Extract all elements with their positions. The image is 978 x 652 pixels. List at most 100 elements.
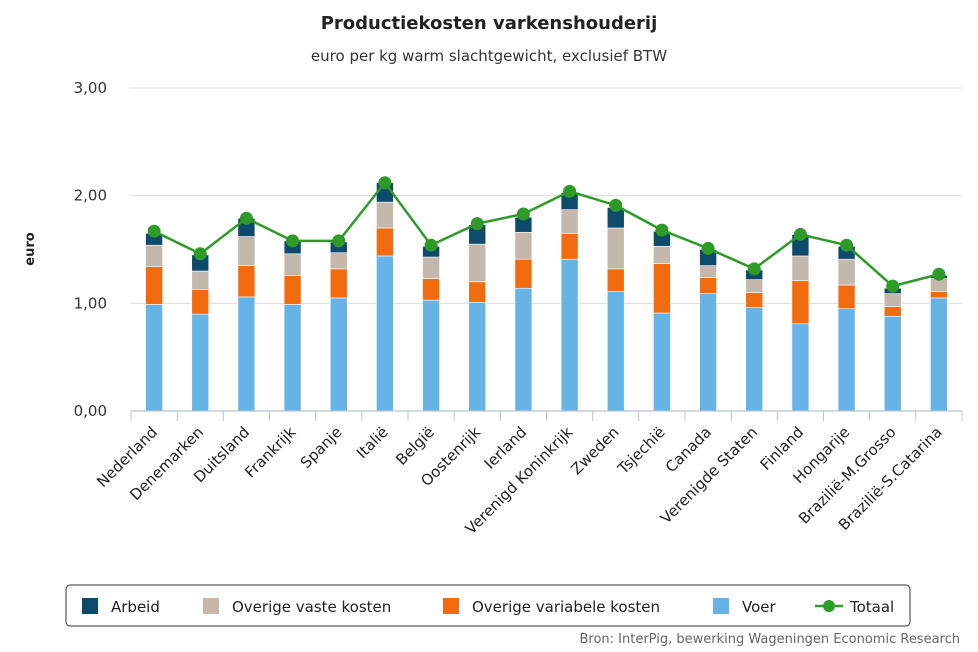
bar-segment	[237, 296, 256, 412]
bar-segment	[791, 255, 810, 282]
bar-segment	[745, 292, 764, 308]
bar-segment	[237, 265, 256, 298]
legend-marker-swatch	[823, 600, 835, 612]
legend-item[interactable]: Overige variabele kosten	[443, 598, 660, 616]
total-series-line	[153, 180, 940, 288]
total-point	[655, 223, 669, 237]
bar-segment	[560, 258, 579, 412]
x-tick-label: Tsjechië	[614, 423, 669, 478]
bar-segment	[145, 304, 163, 412]
bar-segment	[283, 275, 302, 305]
bar-segment	[560, 209, 579, 234]
total-point	[470, 217, 484, 231]
legend-item[interactable]: Totaal	[815, 598, 894, 616]
legend-label: Arbeid	[111, 598, 160, 616]
bar-segment	[653, 312, 671, 412]
x-tick-label: Spanje	[297, 423, 346, 472]
x-tick-label: Frankrijk	[241, 423, 299, 481]
bar-segment	[699, 265, 717, 278]
bar-stack	[837, 245, 856, 412]
bar-segment	[930, 291, 948, 299]
bar-segment	[422, 256, 440, 279]
x-tick-label: Zweden	[567, 423, 622, 478]
legend-label: Voer	[742, 598, 777, 616]
legend-swatch	[443, 598, 459, 614]
bar-segment	[237, 236, 256, 266]
total-point	[886, 279, 900, 293]
total-point	[609, 198, 623, 212]
total-point	[701, 241, 715, 255]
total-point	[840, 238, 854, 252]
bar-segment	[837, 258, 856, 286]
total-point	[286, 234, 300, 248]
total-point	[747, 262, 761, 276]
bar-segment	[376, 227, 394, 257]
bar-stack	[930, 275, 948, 412]
bar-segment	[653, 263, 671, 314]
bar-segment	[930, 297, 948, 412]
bar-stack	[237, 217, 256, 412]
legend-swatch	[82, 598, 98, 614]
bar-segment	[837, 308, 856, 412]
bar-segment	[329, 268, 348, 299]
x-tick-label: België	[392, 423, 438, 469]
bar-segment	[883, 306, 902, 317]
bar-segment	[329, 297, 348, 412]
bar-segment	[514, 231, 533, 260]
legend-item[interactable]: Overige vaste kosten	[203, 598, 391, 616]
bar-stack	[883, 287, 902, 412]
bar-segment	[514, 258, 533, 289]
total-point	[332, 234, 346, 248]
y-axis-ticks: 0,00 1,00 2,00 3,00	[74, 79, 107, 420]
chart-subtitle: euro per kg warm slachtgewicht, exclusie…	[311, 47, 667, 65]
bar-segment	[653, 245, 671, 264]
legend-item[interactable]: Voer	[713, 598, 777, 616]
bar-stack	[145, 233, 163, 412]
bar-segment	[560, 233, 579, 260]
legend-item[interactable]: Arbeid	[82, 598, 160, 616]
bar-segment	[283, 253, 302, 276]
bar-segment	[468, 301, 487, 412]
legend-label: Overige vaste kosten	[232, 598, 391, 616]
bar-segment	[283, 304, 302, 412]
y-tick-label: 3,00	[74, 79, 107, 97]
bar-segment	[422, 278, 440, 301]
source-note: Bron: InterPig, bewerking Wageningen Eco…	[579, 632, 960, 647]
bar-segment	[422, 299, 440, 412]
total-point	[793, 227, 807, 241]
bar-segment	[376, 255, 394, 412]
bar-stack	[329, 241, 348, 412]
bar-stack	[514, 216, 533, 412]
bar-segment	[745, 279, 764, 293]
x-axis-ticks: NederlandDenemarkenDuitslandFrankrijkSpa…	[93, 423, 946, 538]
bar-segment	[883, 315, 902, 412]
legend-label: Overige variabele kosten	[472, 598, 660, 616]
bar-stack	[699, 249, 717, 412]
bar-segment	[468, 243, 487, 283]
bar-segment	[791, 280, 810, 325]
legend-label: Totaal	[849, 598, 894, 616]
bar-segment	[145, 266, 163, 305]
y-tick-label: 1,00	[74, 294, 107, 312]
chart-title: Productiekosten varkenshouderij	[321, 13, 658, 34]
total-point	[193, 247, 207, 261]
legend-swatch	[203, 598, 219, 614]
x-axis	[130, 410, 963, 421]
bar-segment	[606, 227, 625, 270]
bar-stack	[606, 207, 625, 412]
bar-segment	[145, 244, 163, 268]
bar-segment	[791, 323, 810, 412]
x-tick-label: Italië	[353, 423, 392, 462]
bar-stack	[422, 245, 440, 412]
y-tick-label: 2,00	[74, 187, 107, 205]
grid	[131, 87, 962, 304]
y-axis-label: euro	[23, 232, 38, 265]
bar-stack	[191, 254, 210, 412]
bar-segment	[837, 284, 856, 310]
total-point	[563, 184, 577, 198]
legend[interactable]: Arbeid Overige vaste kosten Overige variab…	[65, 584, 911, 627]
bar-segment	[191, 289, 210, 315]
bar-segment	[606, 291, 625, 412]
bar-stack	[468, 224, 487, 412]
